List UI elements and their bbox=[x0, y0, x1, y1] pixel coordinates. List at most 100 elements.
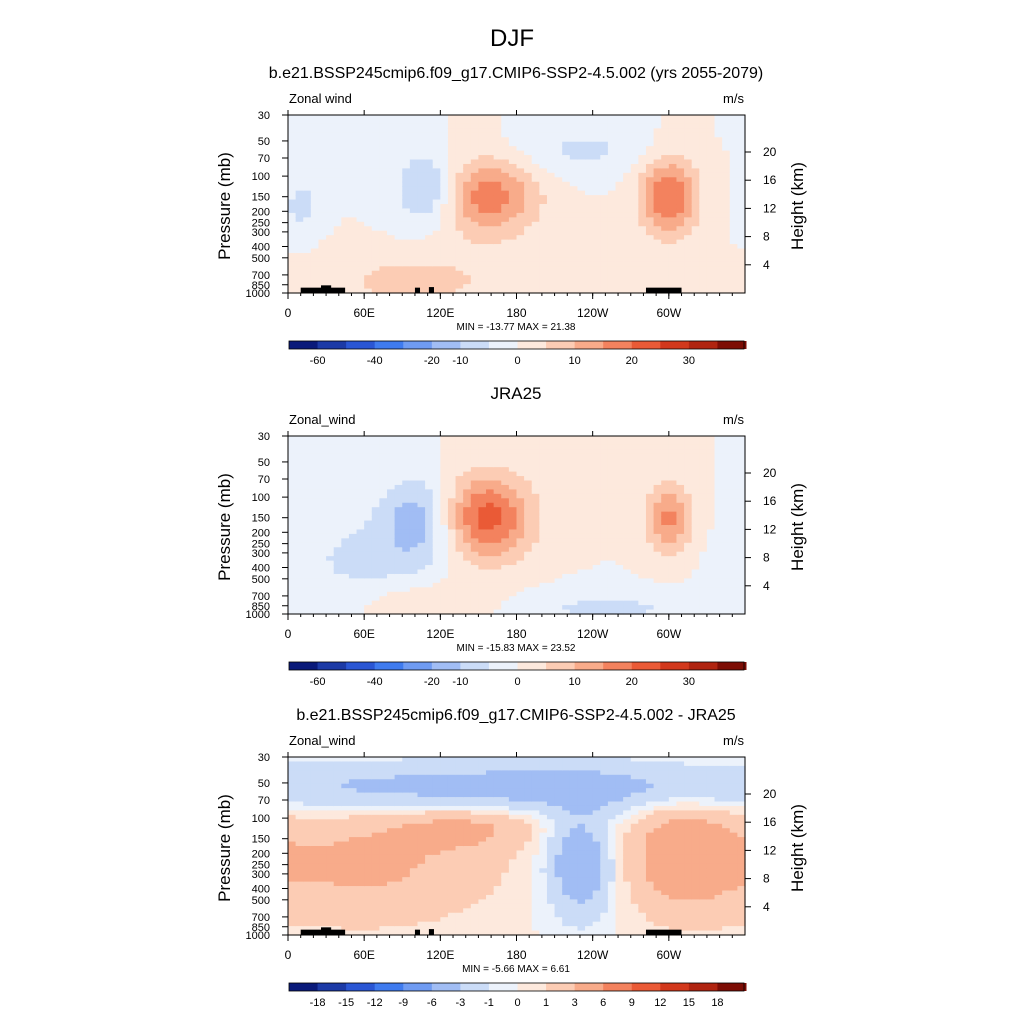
field-cell bbox=[585, 516, 594, 522]
field-cell bbox=[691, 239, 700, 245]
field-cell bbox=[630, 208, 639, 214]
field-cell bbox=[364, 467, 373, 473]
field-cell bbox=[379, 480, 388, 486]
field-cell bbox=[417, 462, 426, 468]
field-cell bbox=[668, 208, 678, 214]
field-cell bbox=[425, 569, 434, 575]
field-cell bbox=[463, 605, 472, 611]
field-cell bbox=[661, 235, 670, 241]
field-cell bbox=[531, 181, 540, 187]
field-cell bbox=[592, 137, 601, 143]
field-cell bbox=[310, 493, 320, 499]
field-cell bbox=[333, 565, 342, 571]
field-cell bbox=[706, 560, 716, 566]
field-cell bbox=[623, 279, 632, 285]
field-cell bbox=[531, 489, 540, 495]
field-cell bbox=[714, 609, 723, 615]
field-cell bbox=[310, 569, 320, 575]
field-cell bbox=[288, 146, 297, 152]
field-cell bbox=[546, 252, 556, 258]
field-cell bbox=[333, 279, 342, 285]
field-cell bbox=[463, 502, 472, 508]
field-cell bbox=[440, 284, 449, 290]
field-cell bbox=[478, 440, 487, 446]
field-cell bbox=[546, 507, 556, 513]
field-cell bbox=[630, 181, 639, 187]
field-cell bbox=[288, 591, 297, 597]
field-cell bbox=[470, 605, 480, 611]
field-cell bbox=[440, 252, 449, 258]
field-cell bbox=[615, 573, 624, 579]
field-cell bbox=[288, 212, 297, 218]
field-cell bbox=[706, 181, 716, 187]
field-cell bbox=[470, 252, 480, 258]
field-cell bbox=[440, 516, 449, 522]
field-cell bbox=[638, 181, 647, 187]
field-cell bbox=[623, 270, 632, 276]
field-cell bbox=[623, 516, 632, 522]
field-cell bbox=[600, 476, 609, 482]
field-cell bbox=[729, 436, 738, 442]
field-cell bbox=[417, 538, 426, 544]
field-cell bbox=[623, 275, 632, 281]
field-cell bbox=[585, 195, 594, 201]
field-cell bbox=[318, 119, 327, 125]
field-cell bbox=[486, 186, 495, 192]
field-cell bbox=[303, 137, 312, 143]
field-cell bbox=[333, 529, 342, 535]
field-cell bbox=[493, 436, 502, 442]
field-cell bbox=[630, 440, 639, 446]
field-cell bbox=[699, 529, 708, 535]
field-cell bbox=[524, 177, 533, 183]
field-cell bbox=[706, 212, 716, 218]
field-cell bbox=[379, 275, 388, 281]
field-cell bbox=[539, 159, 548, 165]
field-cell bbox=[364, 605, 373, 611]
field-cell bbox=[706, 284, 716, 290]
field-cell bbox=[653, 190, 662, 196]
field-cell bbox=[684, 217, 693, 223]
field-cell bbox=[722, 181, 731, 187]
field-cell bbox=[379, 252, 388, 258]
field-cell bbox=[470, 582, 480, 588]
field-cell bbox=[356, 587, 365, 593]
field-cell bbox=[364, 453, 373, 459]
field-cell bbox=[310, 284, 320, 290]
field-cell bbox=[425, 181, 434, 187]
field-cell bbox=[447, 542, 457, 548]
field-cell bbox=[295, 467, 304, 473]
field-cell bbox=[684, 569, 693, 575]
field-cell bbox=[600, 525, 609, 531]
field-cell bbox=[706, 449, 716, 455]
field-cell bbox=[676, 190, 685, 196]
field-cell bbox=[653, 230, 662, 236]
field-cell bbox=[539, 556, 548, 562]
field-cell bbox=[668, 591, 678, 597]
field-cell bbox=[516, 226, 525, 232]
field-cell bbox=[562, 150, 571, 156]
field-cell bbox=[486, 212, 495, 218]
field-cell bbox=[364, 266, 373, 272]
colorbar-label: 30 bbox=[683, 355, 695, 367]
field-cell bbox=[531, 212, 540, 218]
field-cell bbox=[470, 195, 480, 201]
field-cell bbox=[478, 266, 487, 272]
field-cell bbox=[676, 493, 685, 499]
field-cell bbox=[440, 520, 449, 526]
field-cell bbox=[425, 605, 434, 611]
field-cell bbox=[440, 493, 449, 499]
field-cell bbox=[554, 128, 563, 134]
field-cell bbox=[447, 498, 457, 504]
field-cell bbox=[531, 605, 540, 611]
field-cell bbox=[585, 163, 594, 169]
field-cell bbox=[470, 578, 480, 584]
field-cell bbox=[447, 476, 457, 482]
field-cell bbox=[562, 453, 571, 459]
field-cell bbox=[402, 547, 411, 553]
field-cell bbox=[333, 605, 342, 611]
field-cell bbox=[379, 609, 388, 615]
field-cell bbox=[417, 141, 426, 147]
field-cell bbox=[318, 489, 327, 495]
field-cell bbox=[318, 239, 327, 245]
field-cell bbox=[729, 520, 738, 526]
